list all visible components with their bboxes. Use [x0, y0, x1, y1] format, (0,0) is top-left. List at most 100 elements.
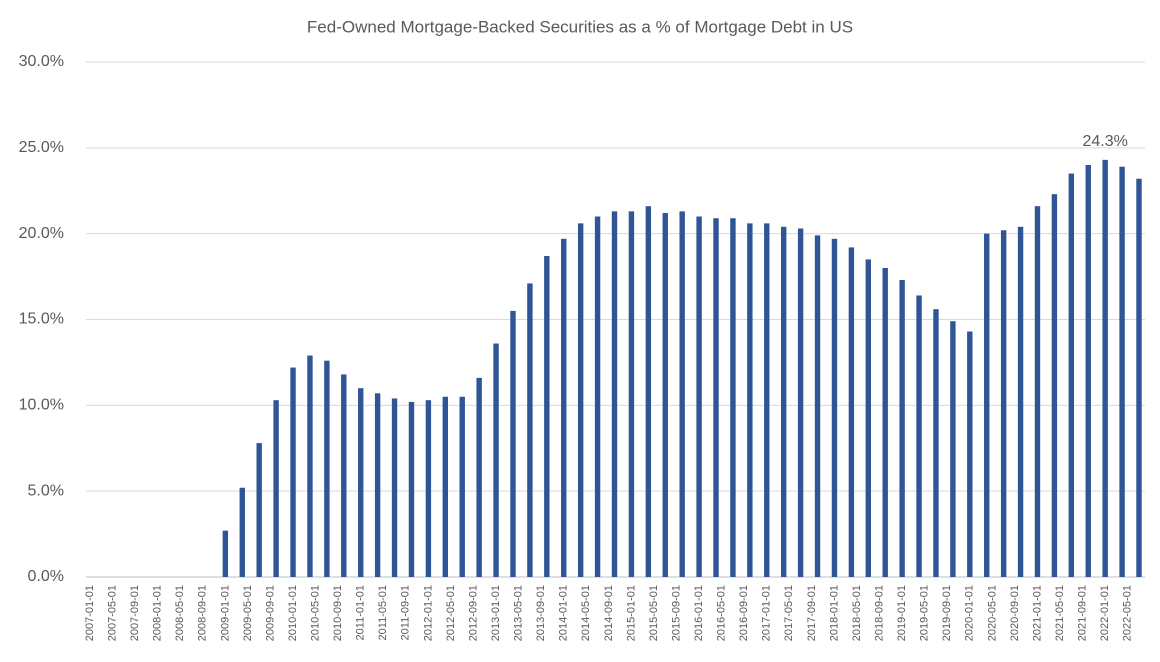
bar: [324, 360, 330, 577]
bar: [476, 377, 482, 577]
bar: [831, 238, 838, 578]
y-tick-label: 10.0%: [19, 397, 64, 414]
x-tick-label: 2013-01-01: [490, 585, 502, 641]
y-tick-label: 20.0%: [19, 225, 64, 242]
x-tick-label: 2007-05-01: [106, 585, 118, 641]
x-tick-label: 2021-01-01: [1031, 585, 1043, 641]
bar: [984, 233, 990, 577]
bar: [561, 238, 567, 578]
bar: [290, 367, 296, 577]
bar: [611, 211, 618, 577]
bar: [493, 343, 499, 577]
bar: [341, 374, 347, 577]
bar: [764, 223, 770, 577]
bar: [459, 396, 465, 577]
bar: [510, 310, 516, 577]
bar: [950, 321, 956, 577]
x-tick-label: 2016-05-01: [716, 585, 728, 641]
bar: [1119, 166, 1125, 577]
bar: [780, 226, 787, 578]
bar: [679, 211, 685, 577]
x-tick-label: 2012-05-01: [445, 585, 457, 641]
x-tick-label: 2019-09-01: [941, 585, 953, 641]
bar: [933, 309, 939, 577]
x-tick-label: 2013-09-01: [535, 585, 547, 641]
bar: [662, 213, 668, 578]
bar: [696, 216, 702, 577]
bar: [527, 283, 533, 577]
bar: [1000, 230, 1007, 577]
x-tick-label: 2020-05-01: [986, 585, 998, 641]
bar: [899, 280, 905, 577]
bar: [256, 443, 262, 577]
x-tick-label: 2015-01-01: [625, 585, 637, 641]
y-tick-label: 25.0%: [19, 139, 64, 156]
bar: [1068, 173, 1075, 578]
x-tick-label: 2010-09-01: [332, 585, 344, 641]
bar: [594, 216, 601, 577]
bar: [967, 331, 973, 577]
x-tick-label: 2017-09-01: [806, 585, 818, 641]
bar: [1051, 194, 1058, 577]
x-tick-label: 2010-05-01: [309, 585, 321, 641]
x-tick-label: 2018-09-01: [873, 585, 885, 641]
x-tick-label: 2019-01-01: [896, 585, 908, 641]
x-tick-label: 2013-05-01: [513, 585, 525, 641]
x-tick-label: 2017-05-01: [783, 585, 795, 641]
bar: [358, 388, 364, 577]
bar: [848, 247, 855, 577]
x-tick-label: 2018-01-01: [828, 585, 840, 641]
x-tick-label: 2008-01-01: [152, 585, 164, 641]
x-tick-label: 2014-01-01: [558, 585, 570, 641]
x-tick-label: 2008-09-01: [197, 585, 209, 641]
x-tick-label: 2022-05-01: [1122, 585, 1134, 641]
bar: [628, 211, 635, 577]
x-tick-label: 2020-01-01: [964, 585, 976, 641]
bar: [1136, 178, 1142, 577]
bar: [273, 400, 279, 577]
bar: [814, 235, 821, 577]
x-tick-label: 2011-05-01: [377, 585, 389, 640]
bar: [797, 228, 804, 577]
x-tick-label: 2008-05-01: [174, 585, 186, 641]
bar: [916, 295, 922, 577]
x-tick-label: 2019-05-01: [919, 585, 931, 641]
x-tick-label: 2022-01-01: [1099, 585, 1111, 641]
x-tick-label: 2021-05-01: [1054, 585, 1066, 641]
bar: [1085, 165, 1091, 577]
bar: [730, 218, 736, 577]
bar: [865, 259, 871, 577]
x-tick-label: 2007-09-01: [129, 585, 141, 641]
bar: [1017, 226, 1024, 578]
bar: [425, 400, 432, 577]
x-tick-label: 2011-01-01: [355, 585, 367, 640]
x-tick-label: 2012-01-01: [422, 585, 434, 641]
x-tick-label: 2014-09-01: [603, 585, 615, 641]
x-tick-label: 2021-09-01: [1077, 585, 1089, 641]
x-tick-label: 2017-01-01: [761, 585, 773, 641]
y-tick-label: 0.0%: [28, 568, 64, 585]
x-tick-label: 2011-09-01: [400, 585, 412, 640]
x-tick-label: 2015-09-01: [670, 585, 682, 641]
bar: [747, 223, 753, 577]
y-tick-label: 30.0%: [19, 53, 64, 70]
x-tick-label: 2009-01-01: [219, 585, 231, 641]
bar: [374, 393, 381, 577]
data-label: 24.3%: [1082, 133, 1127, 150]
y-tick-label: 15.0%: [19, 311, 64, 328]
bar: [1102, 159, 1108, 577]
bar: [544, 255, 550, 577]
bar: [1034, 206, 1041, 577]
x-tick-label: 2009-09-01: [264, 585, 276, 641]
x-tick-label: 2016-01-01: [693, 585, 705, 641]
bar: [713, 218, 719, 577]
bar: [239, 487, 245, 577]
bar: [307, 355, 313, 577]
x-tick-label: 2010-01-01: [287, 585, 299, 641]
x-tick-label: 2016-09-01: [738, 585, 750, 641]
x-tick-label: 2009-05-01: [242, 585, 254, 641]
bar: [408, 401, 415, 577]
x-tick-label: 2012-09-01: [467, 585, 479, 641]
bar: [222, 530, 229, 577]
